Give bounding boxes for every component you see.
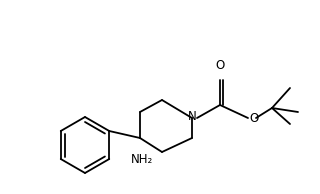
Text: O: O (249, 112, 258, 125)
Text: NH₂: NH₂ (131, 153, 153, 166)
Text: N: N (188, 111, 196, 124)
Text: O: O (215, 59, 225, 72)
